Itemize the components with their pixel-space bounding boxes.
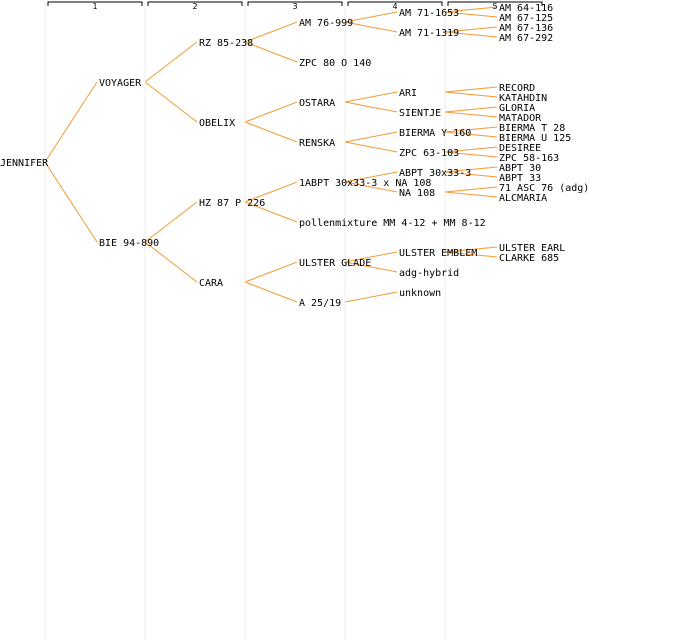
parent-edge — [444, 246, 498, 253]
ancestor-label: AM 71-1319 — [399, 28, 459, 39]
ancestor-label: ABPT 30 — [499, 163, 541, 174]
ancestor-label: BIERMA T 28 — [499, 123, 565, 134]
parent-edge — [144, 81, 198, 123]
parent-edge — [444, 31, 498, 38]
ancestor-label: pollenmixture MM 4-12 + MM 8-12 — [299, 218, 486, 229]
parent-edge — [344, 261, 398, 273]
ancestor-label: KATAHDIN — [499, 93, 547, 104]
parent-edge — [344, 251, 398, 263]
ancestor-label: HZ 87 P 226 — [199, 198, 265, 209]
parent-edge — [444, 191, 498, 198]
generation-number: 4 — [392, 2, 397, 11]
parent-edge — [344, 131, 398, 143]
parent-edge — [444, 86, 498, 93]
ancestor-label: BIE 94-890 — [99, 238, 159, 249]
root-label: JENNIFER — [0, 158, 49, 169]
ancestor-label: GLORIA — [499, 103, 535, 114]
generation-number: 5 — [492, 2, 497, 11]
ancestor-label: BIERMA Y 160 — [399, 128, 471, 139]
ancestor-label: BIERMA U 125 — [499, 133, 571, 144]
ancestor-label: NA 108 — [399, 188, 435, 199]
parent-edge — [344, 11, 398, 23]
ancestor-label: ULSTER GLADE — [299, 258, 371, 269]
generation-bracket — [47, 1, 143, 6]
parent-edge — [444, 166, 498, 173]
parent-edge — [344, 141, 398, 153]
parent-edge — [244, 201, 298, 223]
generation-bracket — [447, 1, 543, 6]
parent-edge — [244, 21, 298, 43]
ancestor-label: ABPT 30x33-3 — [399, 168, 471, 179]
ancestor-label: RZ 85-238 — [199, 38, 253, 49]
ancestor-label: ULSTER EARL — [499, 243, 565, 254]
parent-edge — [444, 106, 498, 113]
parent-edge — [444, 126, 498, 133]
parent-edge — [244, 121, 298, 143]
ancestor-label: VOYAGER — [99, 78, 142, 89]
generation-bracket — [347, 1, 443, 6]
ancestor-label: ALCMARIA — [499, 193, 547, 204]
ancestor-label: ZPC 63-103 — [399, 148, 459, 159]
ancestor-label: AM 64-116 — [499, 3, 553, 14]
parent-edge — [344, 181, 398, 193]
parent-edge — [44, 81, 98, 163]
parent-edge — [244, 281, 298, 303]
ancestor-label: AM 67-125 — [499, 13, 553, 24]
ancestor-label: unknown — [399, 288, 441, 299]
ancestor-label: A 25/19 — [299, 298, 341, 309]
parent-edge — [44, 161, 98, 243]
parent-edge — [144, 41, 198, 83]
parent-edge — [444, 186, 498, 193]
ancestor-label: ABPT 33 — [499, 173, 541, 184]
parent-edge — [244, 181, 298, 203]
generation-number: 3 — [292, 2, 297, 11]
parent-edge — [344, 291, 398, 303]
parent-edge — [444, 151, 498, 158]
ancestor-label: AM 71-1653 — [399, 8, 459, 19]
generation-bracket — [247, 1, 343, 6]
ancestor-label: AM 67-292 — [499, 33, 553, 44]
generation-number: 2 — [192, 2, 197, 11]
ancestor-label: RENSKA — [299, 138, 335, 149]
parent-edge — [444, 131, 498, 138]
parent-edge — [144, 241, 198, 283]
ancestor-label: 71 ASC 76 (adg) — [499, 183, 589, 194]
ancestor-label: AM 76-999 — [299, 18, 353, 29]
parent-edge — [444, 91, 498, 98]
ancestor-label: ULSTER EMBLEM — [399, 248, 477, 259]
ancestor-label: ARI — [399, 88, 417, 99]
parent-edge — [444, 111, 498, 118]
ancestor-label: SIENTJE — [399, 108, 441, 119]
parent-edge — [344, 101, 398, 113]
ancestor-label: 1ABPT 30x33-3 x NA 108 — [299, 178, 431, 189]
parent-edge — [444, 251, 498, 258]
parent-edge — [344, 171, 398, 183]
ancestor-label: CARA — [199, 278, 223, 289]
parent-edge — [244, 101, 298, 123]
parent-edge — [444, 6, 498, 13]
ancestor-label: CLARKE 685 — [499, 253, 559, 264]
ancestor-label: DESIREE — [499, 143, 541, 154]
parent-edge — [444, 11, 498, 18]
ancestor-label: adg-hybrid — [399, 268, 459, 279]
ancestor-label: ZPC 58-163 — [499, 153, 559, 164]
generation-number: 1 — [92, 2, 97, 11]
ancestor-label: AM 67-136 — [499, 23, 553, 34]
parent-edge — [444, 171, 498, 178]
parent-edge — [244, 41, 298, 63]
parent-edge — [144, 201, 198, 243]
parent-edge — [244, 261, 298, 283]
parent-edge — [344, 91, 398, 103]
ancestor-label: RECORD — [499, 83, 535, 94]
ancestor-label: OBELIX — [199, 118, 235, 129]
ancestor-label: MATADOR — [499, 113, 542, 124]
parent-edge — [444, 26, 498, 33]
generation-bracket — [147, 1, 243, 6]
parent-edge — [344, 21, 398, 33]
parent-edge — [444, 146, 498, 153]
ancestor-label: OSTARA — [299, 98, 335, 109]
ancestor-label: ZPC 80 O 140 — [299, 58, 371, 69]
